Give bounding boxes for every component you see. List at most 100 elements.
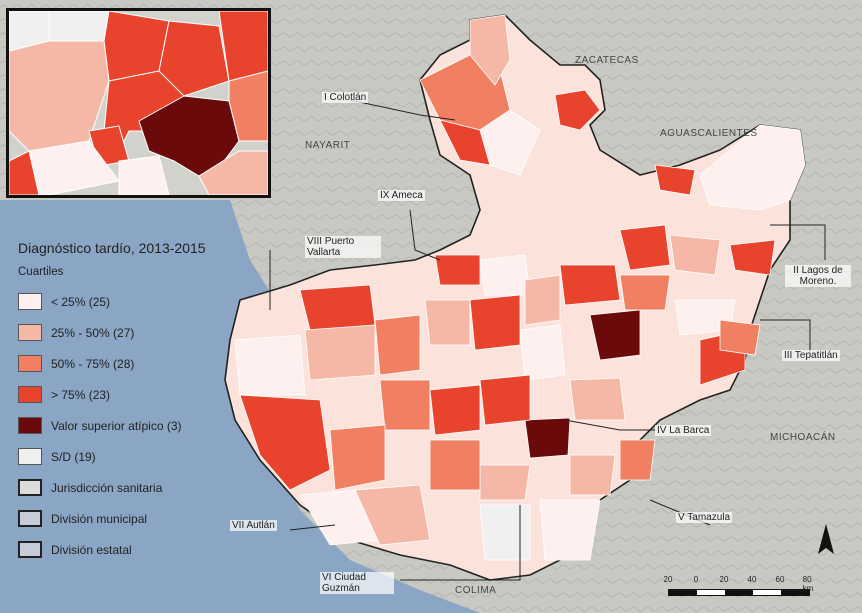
state-label-aguascalientes: AGUASCALIENTES: [660, 128, 758, 139]
municipality-center-3[interactable]: [479, 254, 531, 296]
inset-municipality-12[interactable]: [118, 155, 170, 195]
legend-swatch: [18, 386, 42, 403]
municipality-south2[interactable]: [429, 439, 481, 491]
legend-label: < 25% (25): [51, 294, 111, 309]
state-label-nayarit: NAYARIT: [305, 140, 351, 151]
scale-bar-graphic: [668, 589, 810, 596]
region-label-tepatitlan: III Tepatitlán: [782, 350, 840, 361]
inset-municipality-9[interactable]: [228, 70, 268, 142]
municipality-north-light[interactable]: [469, 14, 511, 86]
scale-tick-label: 60: [775, 575, 785, 584]
region-label-ameca: IX Ameca: [378, 190, 425, 201]
legend-swatch: [18, 324, 42, 341]
municipality-southeast2[interactable]: [619, 439, 656, 481]
inset-municipality-5[interactable]: [218, 11, 268, 82]
legend-item: División estatal: [18, 534, 258, 565]
municipality-west-mid2[interactable]: [374, 314, 421, 376]
region-label-tamazula: V Tamazula: [676, 512, 733, 523]
scale-tick-label: 80 km: [802, 575, 814, 593]
municipality-altos-4[interactable]: [619, 274, 671, 311]
municipality-puerto-vallarta-top[interactable]: [299, 284, 376, 331]
legend-label: > 75% (23): [51, 387, 111, 402]
scale-bar: 20 0 20 40 60 80 km: [664, 575, 818, 596]
scale-labels: 20 0 20 40 60 80 km: [664, 575, 818, 593]
region-leader-lines: [269, 99, 826, 581]
municipality-northeast-1[interactable]: [654, 164, 696, 196]
region-label-cd-guzman: VI Ciudad Guzmán: [320, 572, 394, 594]
legend-title: Diagnóstico tardío, 2013-2015: [18, 240, 206, 256]
legend-swatch: [18, 448, 42, 465]
state-label-colima: COLIMA: [455, 585, 497, 596]
municipality-altos-3[interactable]: [559, 264, 621, 306]
scale-tick-label: 20: [663, 575, 673, 584]
municipality-center-4[interactable]: [524, 274, 561, 326]
ocean: [0, 200, 480, 613]
inset-municipality-13[interactable]: [198, 150, 268, 195]
region-label-autlan: VII Autlán: [230, 520, 277, 531]
legend-item: 50% - 75% (28): [18, 348, 258, 379]
legend-label: 25% - 50% (27): [51, 325, 135, 340]
inset-map-canvas: [9, 11, 268, 195]
legend-item: 25% - 50% (27): [18, 317, 258, 348]
legend-label: S/D (19): [51, 449, 96, 464]
municipality-cd-guzman[interactable]: [479, 504, 531, 561]
legend-item: División municipal: [18, 503, 258, 534]
municipality-altos-1[interactable]: [619, 224, 671, 271]
municipality-south-center[interactable]: [479, 374, 531, 426]
municipality-la-barca[interactable]: [524, 417, 571, 459]
municipality-center-2[interactable]: [424, 299, 471, 346]
legend-label: Valor superior atípico (3): [51, 418, 182, 433]
municipality-west-mid[interactable]: [304, 324, 376, 381]
municipality-lagos[interactable]: [699, 124, 806, 211]
inset-municipality-6[interactable]: [9, 40, 110, 152]
inset-map[interactable]: [6, 8, 271, 198]
municipality-ameca-top[interactable]: [434, 254, 481, 286]
legend-swatch: [18, 417, 42, 434]
municipality-south-east-bottom[interactable]: [539, 499, 601, 561]
legend-swatch: [18, 293, 42, 310]
north-arrow-icon: [816, 520, 836, 560]
legend-item: > 75% (23): [18, 379, 258, 410]
municipality-south-coast[interactable]: [354, 484, 431, 546]
municipality-tomatlan[interactable]: [239, 394, 331, 491]
municipality-colotlan[interactable]: [554, 89, 601, 131]
municipality-west-coast[interactable]: [234, 334, 306, 396]
state-label-zacatecas: ZACATECAS: [575, 55, 639, 66]
municipality-south[interactable]: [479, 464, 531, 501]
legend-swatch: [18, 541, 42, 558]
legend-item: Jurisdicción sanitaria: [18, 472, 258, 503]
legend-label: División estatal: [51, 542, 132, 557]
municipality-southwest[interactable]: [329, 424, 386, 491]
legend-item: < 25% (25): [18, 286, 258, 317]
inset-municipality-14[interactable]: [9, 150, 40, 195]
legend-item: S/D (19): [18, 441, 258, 472]
legend-label: División municipal: [51, 511, 148, 526]
region-label-la-barca: IV La Barca: [655, 425, 712, 436]
inset-municipality-4[interactable]: [158, 20, 230, 97]
municipality-north-pale[interactable]: [479, 109, 541, 176]
state-label-michoacan: MICHOACÁN: [770, 432, 836, 443]
municipality-south-center3[interactable]: [379, 379, 431, 431]
map-legend: Diagnóstico tardío, 2013-2015 Cuartiles …: [18, 240, 258, 565]
legend-swatch: [18, 355, 42, 372]
legend-label: Jurisdicción sanitaria: [51, 480, 163, 495]
scale-tick-label: 0: [693, 575, 699, 584]
municipality-guadalajara-area[interactable]: [519, 324, 566, 381]
municipality-east-red[interactable]: [729, 239, 776, 276]
municipality-tepatitlan[interactable]: [589, 309, 641, 361]
municipality-southeast3[interactable]: [569, 454, 616, 496]
municipality-center-1[interactable]: [469, 294, 521, 351]
inset-municipality-2[interactable]: [48, 11, 110, 42]
region-label-colotlan: I Colotlán: [322, 92, 369, 103]
municipality-southeast[interactable]: [569, 377, 626, 421]
legend-items: < 25% (25) 25% - 50% (27) 50% - 75% (28) > …: [18, 286, 258, 565]
municipality-east-mid3[interactable]: [719, 319, 761, 356]
municipality-south-center2[interactable]: [429, 384, 481, 436]
legend-swatch: [18, 479, 42, 496]
municipality-altos-2[interactable]: [669, 234, 721, 276]
region-label-lagos: II Lagos de Moreno.: [785, 265, 851, 287]
region-label-puerto-vallarta: VIII Puerto Vallarta: [305, 236, 381, 258]
legend-swatch: [18, 510, 42, 527]
scale-tick-label: 40: [747, 575, 757, 584]
